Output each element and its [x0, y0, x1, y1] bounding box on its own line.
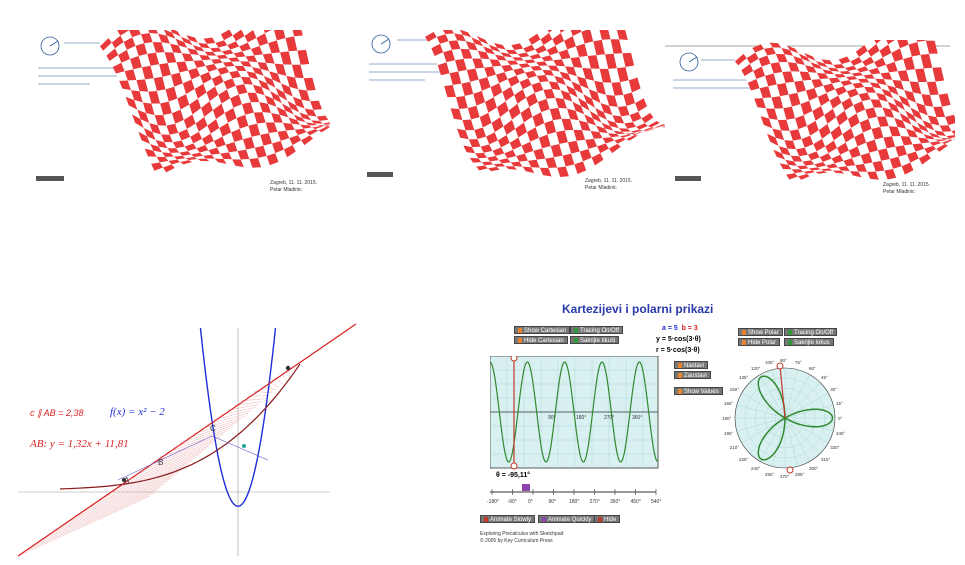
parabola-panel: c ∥ AB = 2,38 AB: y = 1,32x + 11,81 f(x)… — [0, 320, 370, 560]
hide-locus-button[interactable]: Sakrijte lokus — [784, 338, 834, 346]
hide-traces-button[interactable]: Sakrijte tikuši — [570, 336, 619, 344]
hide-button[interactable] — [36, 176, 64, 181]
show-values-button[interactable]: Show Values — [674, 387, 723, 395]
checkerboard-surface — [735, 40, 955, 184]
footer-title: Exploring Precalculus with Sketchpad — [480, 531, 563, 537]
polar-tracing-button[interactable]: Tracing On/Off — [784, 328, 837, 336]
coef-label: c ∥ AB = 2,38 — [30, 408, 83, 419]
equation-r: r = 5·cos(3·θ) — [656, 347, 700, 354]
tracing-toggle-button[interactable]: Tracing On/Off — [570, 326, 623, 334]
marker-top[interactable] — [511, 356, 517, 361]
slider-tick-label: 360° — [610, 499, 620, 505]
point-b-label: B — [158, 458, 163, 467]
line-equation: AB: y = 1,32x + 11,81 — [30, 438, 129, 450]
stop-button[interactable]: Zaustavi — [674, 371, 711, 379]
polar-degree-label: 90° — [780, 358, 787, 363]
author: Petar Mladinic — [585, 185, 617, 191]
point-a-label: A — [124, 476, 129, 485]
polar-degree-label: 240° — [751, 466, 761, 471]
polar-panel: Kartezijevi i polarni prikazi Show Carte… — [470, 300, 960, 560]
x-tick-label: 180° — [576, 415, 586, 421]
slider-tick-label: 540° — [651, 499, 661, 505]
hide-button[interactable] — [675, 176, 701, 181]
polar-degree-label: 15° — [836, 401, 843, 406]
polar-degree-label: 285° — [795, 472, 805, 477]
page-title: Kartezijevi i polarni prikazi — [562, 302, 713, 316]
polar-degree-label: 345° — [836, 431, 846, 436]
equation-y: y = 5·cos(3·θ) — [656, 336, 701, 343]
slider-tick-label: -180° — [487, 499, 499, 505]
param-a: a = 5 — [662, 325, 678, 332]
slider-tick-label: 270° — [590, 499, 600, 505]
slider-thumb[interactable] — [522, 484, 530, 491]
animate-quickly-button[interactable]: Animate Quickly — [538, 515, 595, 523]
polar-degree-label: 255° — [765, 472, 775, 477]
slider-tick-label: 90° — [549, 499, 557, 505]
x-tick-label: 90° — [548, 415, 556, 421]
ray-end-top[interactable] — [777, 363, 783, 369]
point-mid[interactable] — [242, 444, 246, 448]
polar-degree-label: 75° — [795, 360, 802, 365]
chord-segment — [118, 436, 268, 480]
ray-end-bottom[interactable] — [787, 467, 793, 473]
checkerboard-surface — [425, 30, 665, 177]
slider-tick-label: -90° — [508, 499, 517, 505]
footer-copyright: © 2005 by Key Curriculum Press — [480, 538, 553, 544]
polar-degree-label: 150° — [730, 387, 740, 392]
author: Petar Mladinic — [883, 189, 915, 195]
theta-readout: θ = -95,11° — [496, 472, 530, 479]
theta-slider[interactable]: -180° -90° 0° 90° 180° 270° 360° 450° 540° — [484, 484, 664, 508]
surface-plot-2 — [365, 30, 665, 220]
param-b: b = 3 — [682, 325, 698, 332]
function-label: f(x) = x² − 2 — [110, 406, 165, 418]
polar-degree-label: 165° — [724, 401, 734, 406]
surface-panel-2: Zagreb, 11. 11. 2015. Petar Mladinic — [365, 30, 665, 220]
checkerboard-surface — [100, 30, 330, 178]
author: Petar Mladinic — [270, 187, 302, 193]
polar-degree-label: 0° — [838, 416, 843, 421]
polar-graph: 90° 75° 60° 45° 30° 15° 0° 345° 330° 315°300° 285°… — [720, 352, 850, 484]
hide-polar-button[interactable]: Hide Polar — [738, 338, 780, 346]
polar-degree-label: 195° — [724, 431, 734, 436]
show-polar-button[interactable]: Show Polar — [738, 328, 783, 336]
point-top[interactable] — [286, 366, 290, 370]
polar-degree-label: 135° — [739, 375, 749, 380]
surface-panel-1: Zagreb, 11. 11. 2015. Petar Mladinic — [30, 30, 330, 220]
surface-panel-3: Zagreb, 11. 11. 2015. Petar Mladinic — [665, 40, 955, 220]
polar-degree-label: 30° — [830, 387, 837, 392]
polar-degree-label: 180° — [722, 416, 732, 421]
polar-degree-label: 60° — [809, 366, 816, 371]
x-tick-label: 270° — [604, 415, 614, 421]
date-line: Zagreb, 11. 11. 2015. — [585, 178, 632, 184]
point-c-label: C — [210, 424, 216, 433]
hide-cartesian-button[interactable]: Hide Cartesian — [514, 336, 568, 344]
hide-button[interactable] — [367, 172, 393, 177]
polar-degree-label: 210° — [730, 445, 740, 450]
polar-degree-label: 120° — [751, 366, 761, 371]
show-cartesian-button[interactable]: Show Cartesian — [514, 326, 570, 334]
slider-tick-label: 450° — [631, 499, 641, 505]
hide-button[interactable]: Hide — [594, 515, 620, 523]
polar-degree-label: 105° — [765, 360, 775, 365]
continue-button[interactable]: Nastavi — [674, 361, 708, 369]
polar-degree-label: 225° — [739, 457, 749, 462]
polar-degree-label: 270° — [780, 474, 790, 479]
parameters: a = 5 b = 3 — [662, 325, 698, 332]
polar-degree-label: 315° — [821, 457, 831, 462]
x-tick-label: 360° — [632, 415, 642, 421]
marker-bottom[interactable] — [511, 463, 517, 469]
slider-tick-label: 0° — [528, 499, 533, 505]
polar-degree-label: 300° — [809, 466, 819, 471]
date-line: Zagreb, 11. 11. 2015. — [270, 180, 317, 186]
animate-slowly-button[interactable]: Animate Slowly — [480, 515, 535, 523]
polar-degree-label: 45° — [821, 375, 828, 380]
date-line: Zagreb, 11. 11. 2015. — [883, 182, 930, 188]
cartesian-graph: 90°180°270°360°450° — [490, 356, 660, 476]
polar-degree-label: 330° — [830, 445, 840, 450]
slider-tick-label: 180° — [569, 499, 579, 505]
